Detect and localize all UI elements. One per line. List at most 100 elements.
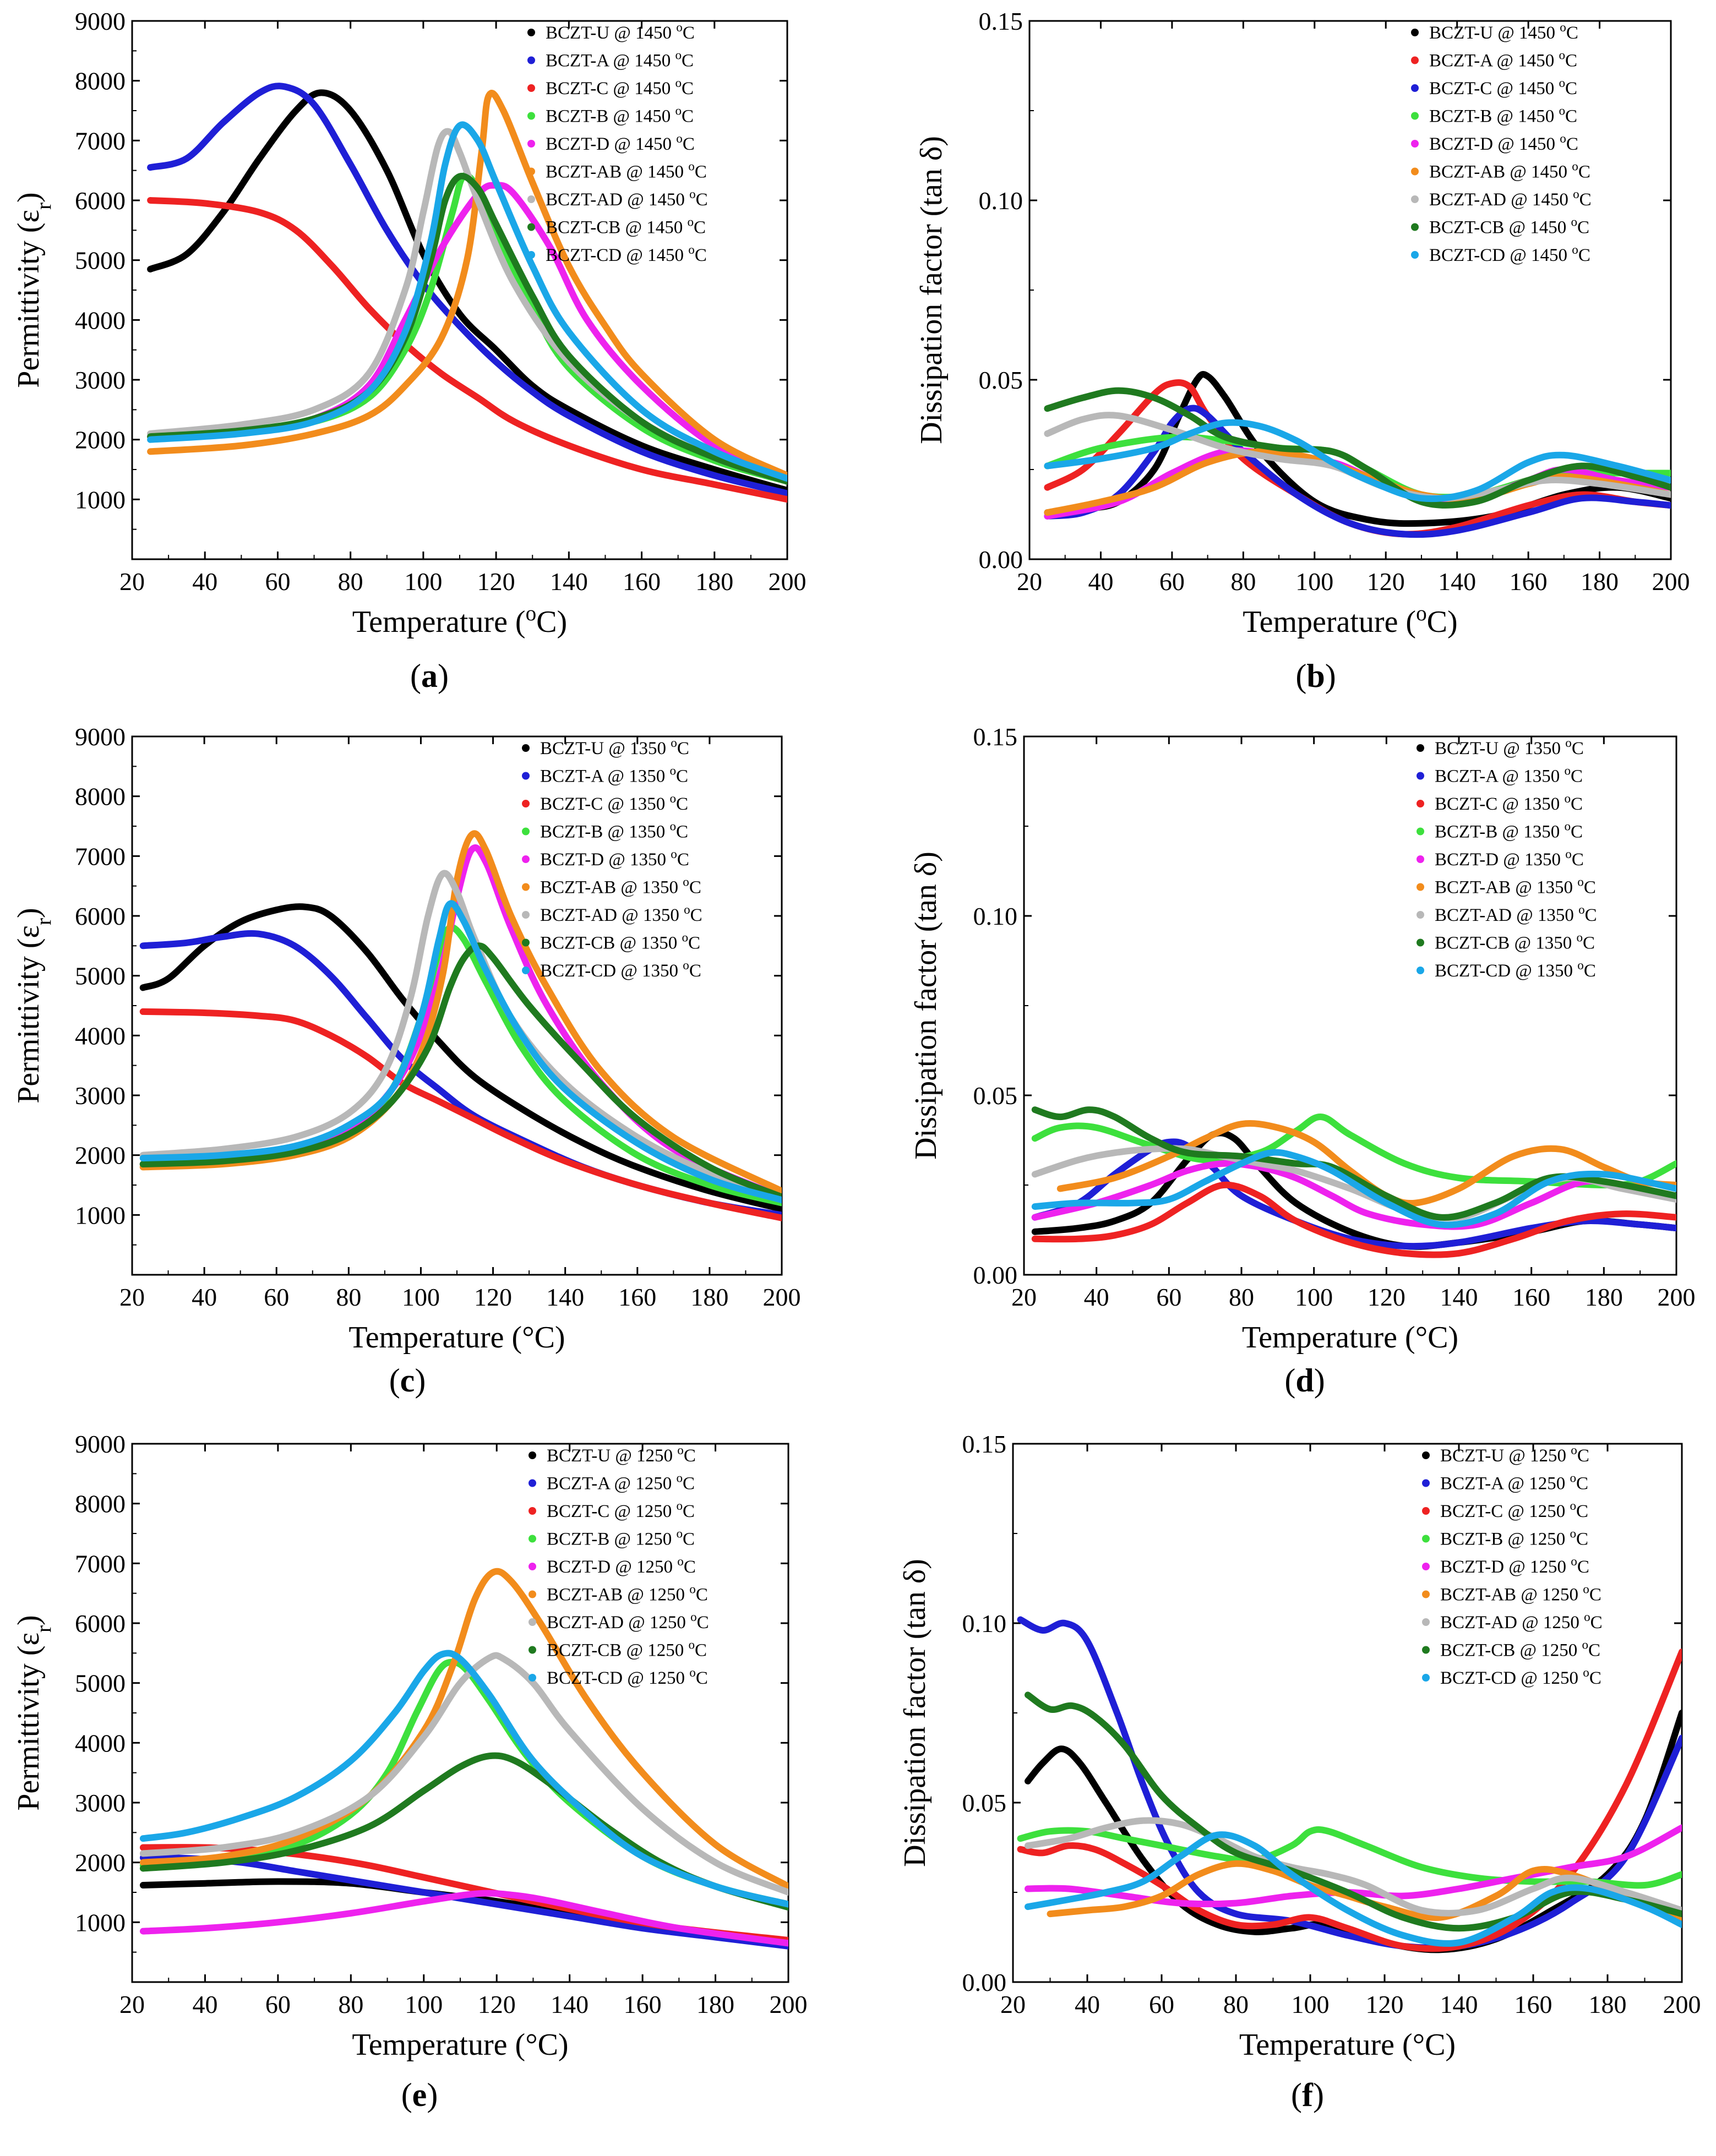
legend-entry: BCZT-CD @ 1450 oC <box>546 242 707 265</box>
y-tick-label: 2000 <box>75 426 126 454</box>
y-tick-label: 9000 <box>75 7 126 35</box>
panel-label: (e) <box>401 2077 438 2113</box>
y-tick-label: 6000 <box>75 1609 126 1638</box>
x-tick-label: 40 <box>192 1990 217 2018</box>
legend-marker <box>522 800 530 807</box>
legend-marker <box>1411 167 1419 176</box>
legend-marker <box>527 167 535 176</box>
y-tick-label: 3000 <box>75 1789 126 1817</box>
series-line-bczt-cb <box>1044 387 1671 509</box>
y-tick-label: 4000 <box>75 306 126 334</box>
legend-marker <box>527 251 535 259</box>
series-line-bczt-c <box>1031 1181 1676 1258</box>
legend-marker <box>1422 1451 1430 1459</box>
legend-entry: BCZT-U @ 1450 oC <box>546 20 695 43</box>
y-tick-label: 0.00 <box>962 1968 1007 1996</box>
series-line-bczt-c <box>1017 1649 1682 1952</box>
x-tick-label: 60 <box>1159 567 1185 596</box>
x-tick-label: 140 <box>1440 1283 1478 1311</box>
x-tick-label: 80 <box>1230 567 1256 596</box>
y-tick-label: 1000 <box>75 485 126 514</box>
x-tick-label: 200 <box>769 567 807 596</box>
legend-entry: BCZT-CB @ 1350 oC <box>540 930 700 953</box>
y-tick-label: 0.05 <box>962 1789 1007 1817</box>
legend-marker <box>529 1507 536 1515</box>
series-line-bczt-c <box>147 197 787 503</box>
legend-marker <box>529 1451 536 1459</box>
panel-label: (d) <box>1284 1362 1325 1399</box>
x-tick-label: 40 <box>1075 1990 1100 2018</box>
series-group <box>1031 1106 1676 1258</box>
x-tick-label: 60 <box>1156 1283 1181 1311</box>
x-tick-label: 80 <box>1229 1283 1254 1311</box>
legend-entry: BCZT-A @ 1250 oC <box>1440 1471 1588 1494</box>
y-tick-label: 9000 <box>75 1430 126 1458</box>
x-tick-label: 100 <box>404 567 442 596</box>
legend-entry: BCZT-AD @ 1250 oC <box>1440 1609 1603 1633</box>
legend-marker <box>1411 56 1419 64</box>
y-tick-label: 8000 <box>75 67 126 95</box>
series-line-bczt-cd <box>139 1650 788 1908</box>
x-tick-label: 100 <box>1292 1990 1330 2018</box>
x-tick-label: 40 <box>1088 567 1113 596</box>
x-tick-label: 20 <box>119 1990 145 2018</box>
series-group <box>139 830 782 1221</box>
legend-marker <box>1417 967 1424 974</box>
legend-entry: BCZT-C @ 1250 oC <box>1440 1498 1588 1521</box>
y-tick-label: 2000 <box>75 1142 126 1170</box>
legend-marker <box>1411 223 1419 231</box>
legend-entry: BCZT-AB @ 1250 oC <box>1440 1582 1601 1605</box>
legend-entry: BCZT-U @ 1350 oC <box>1435 735 1584 758</box>
x-tick-label: 180 <box>1585 1283 1623 1311</box>
series-line-bczt-ab <box>147 90 787 479</box>
legend-entry: BCZT-U @ 1450 oC <box>1429 20 1578 43</box>
x-tick-label: 120 <box>1368 1283 1406 1311</box>
legend-marker <box>529 1590 536 1598</box>
legend-entry: BCZT-B @ 1450 oC <box>1429 103 1577 127</box>
legend-entry: BCZT-CB @ 1450 oC <box>546 215 706 238</box>
legend-marker <box>529 1479 536 1487</box>
legend-entry: BCZT-B @ 1450 oC <box>546 103 694 127</box>
series-line-bczt-cd <box>1031 1149 1676 1229</box>
legend-entry: BCZT-AD @ 1450 oC <box>546 187 708 210</box>
x-tick-label: 140 <box>1438 567 1476 596</box>
y-tick-label: 4000 <box>75 1729 126 1757</box>
y-tick-label: 1000 <box>75 1908 126 1936</box>
x-tick-label: 160 <box>1512 1283 1550 1311</box>
legend-entry: BCZT-D @ 1250 oC <box>547 1554 696 1577</box>
legend-marker <box>522 967 530 974</box>
legend-entry: BCZT-A @ 1350 oC <box>540 763 688 787</box>
y-axis-label: Permittivity (εr) <box>12 192 56 387</box>
x-tick-label: 160 <box>623 567 661 596</box>
series-group <box>139 1568 788 1950</box>
panel-a: 20 40 60 80 100 120 140 160 180 200 1000 2000 3000 40… <box>12 7 807 694</box>
legend-entry: BCZT-C @ 1450 oC <box>546 75 694 99</box>
legend: BCZT-U @ 1350 oC BCZT-A @ 1350 oC BCZT-C @… <box>522 735 702 981</box>
legend-entry: BCZT-D @ 1350 oC <box>1435 847 1584 870</box>
legend-entry: BCZT-C @ 1350 oC <box>540 791 688 814</box>
legend-marker <box>1422 1479 1430 1487</box>
legend-marker <box>527 84 535 92</box>
legend-entry: BCZT-CB @ 1350 oC <box>1435 930 1595 953</box>
y-tick-label: 4000 <box>75 1022 126 1050</box>
legend-marker <box>529 1674 536 1682</box>
legend-entry: BCZT-AD @ 1250 oC <box>547 1609 709 1633</box>
x-axis-label: Temperature (oC) <box>1243 602 1457 640</box>
legend-marker <box>522 883 530 891</box>
legend-entry: BCZT-CB @ 1250 oC <box>547 1638 707 1661</box>
legend-entry: BCZT-AD @ 1450 oC <box>1429 187 1592 210</box>
panel-label: (c) <box>389 1362 426 1399</box>
legend-marker <box>1422 1563 1430 1570</box>
x-tick-label: 200 <box>770 1990 808 2018</box>
y-tick-label: 7000 <box>75 1549 126 1578</box>
x-tick-label: 180 <box>695 567 733 596</box>
x-tick-label: 120 <box>1367 567 1405 596</box>
x-tick-label: 120 <box>478 1990 516 2018</box>
x-tick-label: 80 <box>338 1990 363 2018</box>
x-tick-label: 20 <box>119 1283 145 1311</box>
legend-marker <box>527 223 535 231</box>
x-tick-label: 40 <box>192 1283 217 1311</box>
legend: BCZT-U @ 1250 oC BCZT-A @ 1250 oC BCZT-C @… <box>1422 1443 1603 1688</box>
legend-entry: BCZT-CD @ 1250 oC <box>547 1665 708 1688</box>
legend-entry: BCZT-D @ 1450 oC <box>546 131 695 154</box>
